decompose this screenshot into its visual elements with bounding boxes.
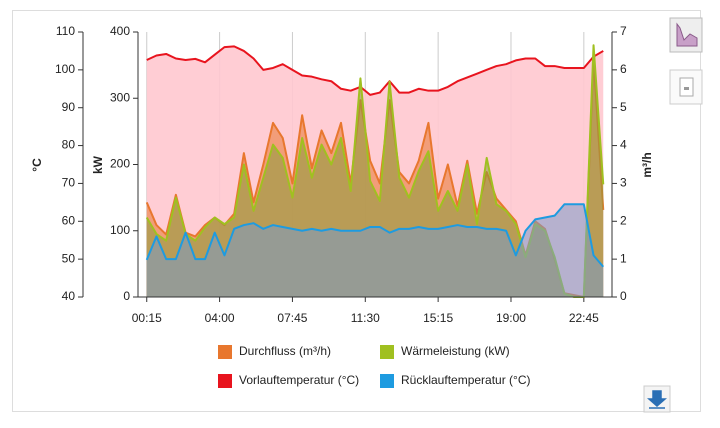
y3-tick-label: 3 [620, 176, 627, 190]
y-tick-label: 90 [62, 100, 76, 114]
area-fill [146, 204, 604, 297]
y3-tick-label: 2 [620, 213, 627, 227]
x-tick-label: 00:15 [132, 311, 162, 325]
y2-tick-label: 100 [110, 223, 130, 237]
x-tick-label: 04:00 [205, 311, 235, 325]
y-tick-label: 100 [55, 62, 75, 76]
legend-label: Wärmeleistung (kW) [401, 344, 510, 358]
toolbar [643, 17, 703, 413]
y-tick-label: 70 [62, 176, 76, 190]
series-line [145, 203, 605, 268]
y2-tick-label: 400 [110, 24, 130, 38]
x-tick-label: 15:15 [423, 311, 453, 325]
y3-tick-label: 1 [620, 251, 627, 265]
legend-label: Vorlauftemperatur (°C) [239, 373, 359, 387]
download-icon [647, 390, 667, 409]
document-icon-line [684, 87, 689, 90]
x-tick-label: 22:45 [569, 311, 599, 325]
y-tick-label: 110 [56, 24, 75, 38]
y2-tick-label: 0 [123, 289, 130, 303]
legend-swatch [218, 345, 232, 359]
x-tick-label: 07:45 [277, 311, 307, 325]
legend-label: Durchfluss (m³/h) [239, 344, 331, 358]
legend-swatch [380, 374, 394, 388]
x-tick-label: 11:30 [351, 311, 380, 325]
y3-tick-label: 5 [620, 100, 627, 114]
chart-type-button[interactable] [669, 17, 703, 53]
legend-label: Rücklauftemperatur (°C) [401, 373, 531, 387]
x-tick-label: 19:00 [496, 311, 526, 325]
y3-axis-title: m³/h [640, 152, 654, 177]
y3-tick-label: 6 [620, 62, 627, 76]
y-tick-label: 60 [62, 213, 76, 227]
y2-tick-label: 200 [110, 157, 130, 171]
legend-swatch [218, 374, 232, 388]
y-tick-label: 80 [62, 138, 76, 152]
legend-swatch [380, 345, 394, 359]
y3-tick-label: 4 [620, 138, 627, 152]
area-icon [676, 22, 698, 47]
y3-tick-label: 0 [620, 289, 627, 303]
y-tick-label: 40 [62, 289, 76, 303]
y-axis-title: °C [30, 158, 44, 172]
y-tick-label: 50 [62, 251, 76, 265]
series-line [146, 45, 604, 96]
y2-tick-label: 300 [110, 90, 130, 104]
y2-axis-title: kW [91, 155, 105, 174]
y3-tick-label: 7 [620, 24, 627, 38]
